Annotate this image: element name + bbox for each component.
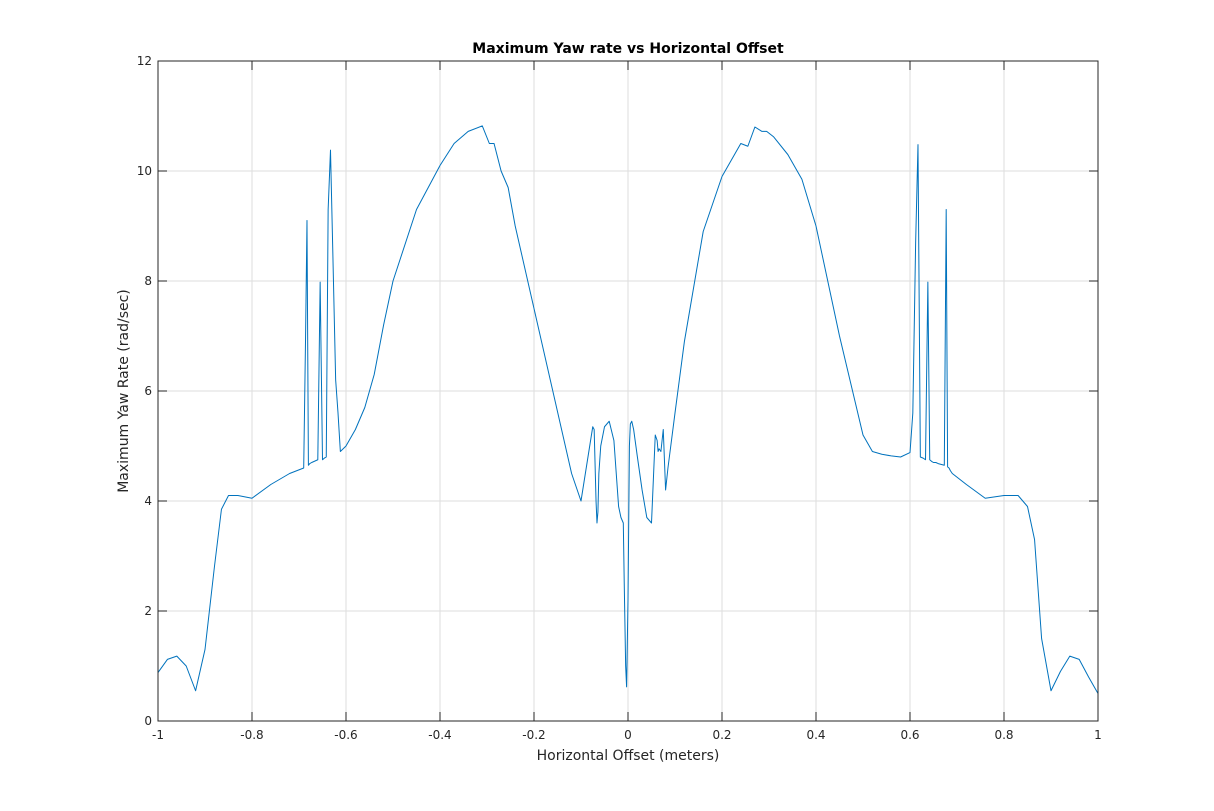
y-tick-label: 2 xyxy=(144,604,152,618)
y-tick-label: 12 xyxy=(137,54,152,68)
y-tick-label: 10 xyxy=(137,164,152,178)
axes xyxy=(157,60,1099,722)
x-tick-label: -0.4 xyxy=(428,728,451,742)
tick-labels: -1 -0.8 -0.6 -0.4 -0.2 0 0.2 0.4 0.6 0.8 102468101… xyxy=(137,54,1102,742)
x-tick-label: -0.6 xyxy=(334,728,357,742)
x-axis-label: Horizontal Offset (meters) xyxy=(537,748,720,764)
y-tick-label: 4 xyxy=(144,494,152,508)
series-line xyxy=(157,125,1099,694)
x-tick-label: -0.2 xyxy=(522,728,545,742)
x-tick-label: 0.6 xyxy=(900,728,919,742)
x-tick-label: -0.8 xyxy=(240,728,263,742)
y-axis-label: Maximum Yaw Rate (rad/sec) xyxy=(116,289,132,493)
x-tick-label: 0.4 xyxy=(806,728,825,742)
y-tick-label: 6 xyxy=(144,384,152,398)
y-tick-label: 0 xyxy=(144,714,152,728)
series-lines xyxy=(157,125,1099,694)
x-tick-label: 0.8 xyxy=(994,728,1013,742)
x-tick-label: -1 xyxy=(152,728,164,742)
x-tick-label: 1 xyxy=(1094,728,1102,742)
chart-title: Maximum Yaw rate vs Horizontal Offset xyxy=(472,41,784,57)
x-tick-label: 0.2 xyxy=(712,728,731,742)
y-tick-label: 8 xyxy=(144,274,152,288)
x-tick-label: 0 xyxy=(624,728,632,742)
